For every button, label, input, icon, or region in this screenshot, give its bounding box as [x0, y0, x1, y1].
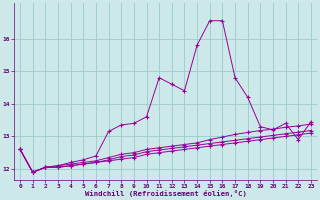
X-axis label: Windchill (Refroidissement éolien,°C): Windchill (Refroidissement éolien,°C)	[84, 190, 246, 197]
